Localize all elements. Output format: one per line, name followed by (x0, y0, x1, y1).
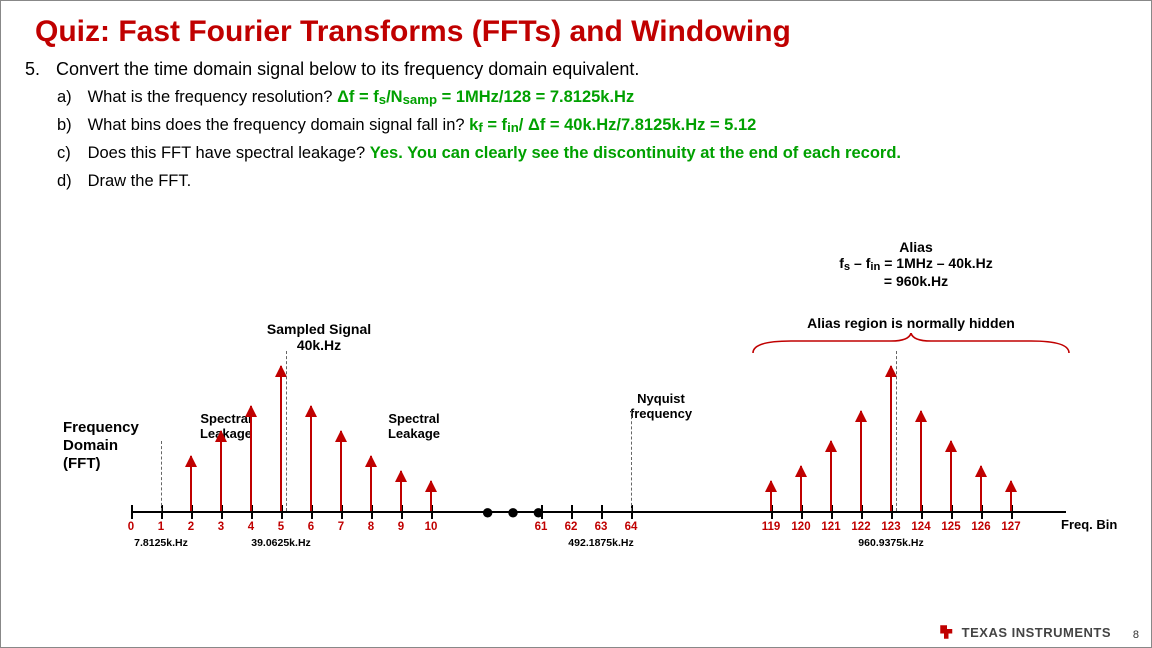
sub-questions: a) What is the frequency resolution? Δf … (1, 80, 1151, 194)
spectrum-arrow (250, 406, 252, 511)
dashed-marker (161, 441, 162, 511)
question-number: 5. (25, 59, 51, 80)
axis-tick (571, 505, 573, 519)
bin-label: 123 (881, 521, 900, 533)
bin-label: 124 (911, 521, 930, 533)
alias-eq2: = 960k.Hz (811, 273, 1021, 289)
axis-tick (131, 505, 133, 519)
bin-label: 1 (158, 521, 164, 533)
freq-bin-label: Freq. Bin (1061, 517, 1117, 532)
bin-label: 61 (535, 521, 548, 533)
spectrum-arrow (340, 431, 342, 511)
bin-label: 119 (762, 521, 781, 533)
bin-label: 8 (368, 521, 374, 533)
alias-region-label: Alias region is normally hidden (751, 315, 1071, 331)
spectrum-arrow (770, 481, 772, 511)
spectrum-arrow (860, 411, 862, 511)
question-line: 5. Convert the time domain signal below … (1, 53, 1151, 80)
sub-a-label: a) (57, 86, 83, 110)
slide-title: Quiz: Fast Fourier Transforms (FFTs) and… (1, 1, 1151, 53)
sub-a-text: What is the frequency resolution? Δf = f… (88, 88, 635, 106)
sub-b: b) What bins does the frequency domain s… (57, 114, 1151, 138)
bin-label: 3 (218, 521, 224, 533)
dashed-marker (631, 411, 632, 511)
fft-spectrum-chart: ● ● ● 017.8125k.Hz234539.0625k.Hz6789106… (131, 351, 1066, 526)
freq-value-label: 492.1875k.Hz (568, 537, 633, 549)
dashed-marker (286, 351, 287, 511)
page-number: 8 (1133, 629, 1139, 641)
ti-logo-icon (938, 623, 956, 641)
sub-d-text: Draw the FFT. (88, 172, 192, 190)
bin-label: 7 (338, 521, 344, 533)
alias-annotation: Alias fs – fin = 1MHz – 40k.Hz = 960k.Hz (811, 239, 1021, 289)
sub-b-label: b) (57, 114, 83, 138)
bin-label: 120 (791, 521, 810, 533)
bin-label: 125 (941, 521, 960, 533)
alias-eq1: fs – fin = 1MHz – 40k.Hz (811, 255, 1021, 273)
spectrum-arrow (1010, 481, 1012, 511)
spectrum-arrow (430, 481, 432, 511)
sub-d: d) Draw the FFT. (57, 170, 1151, 194)
freq-value-label: 960.9375k.Hz (858, 537, 923, 549)
spectrum-arrow (800, 466, 802, 511)
footer: TEXAS INSTRUMENTS (938, 623, 1111, 641)
dashed-marker (896, 351, 897, 511)
spectrum-arrow (190, 456, 192, 511)
sub-d-label: d) (57, 170, 83, 194)
spectrum-arrow (400, 471, 402, 511)
sub-a: a) What is the frequency resolution? Δf … (57, 86, 1151, 110)
spectrum-arrow (370, 456, 372, 511)
question-text: Convert the time domain signal below to … (56, 59, 1116, 80)
footer-company: TEXAS INSTRUMENTS (962, 625, 1111, 640)
spectrum-arrow (280, 366, 282, 511)
bin-label: 64 (625, 521, 638, 533)
bin-label: 63 (595, 521, 608, 533)
spectrum-arrow (890, 366, 892, 511)
bin-label: 62 (565, 521, 578, 533)
bin-label: 126 (971, 521, 990, 533)
freq-value-label: 7.8125k.Hz (134, 537, 188, 549)
bin-label: 9 (398, 521, 404, 533)
bin-label: 121 (821, 521, 840, 533)
bin-label: 4 (248, 521, 254, 533)
spectrum-arrow (920, 411, 922, 511)
spectrum-arrow (220, 431, 222, 511)
bin-label: 122 (851, 521, 870, 533)
freq-value-label: 39.0625k.Hz (251, 537, 311, 549)
slide: Quiz: Fast Fourier Transforms (FFTs) and… (0, 0, 1152, 648)
spectrum-arrow (950, 441, 952, 511)
spectrum-arrow (830, 441, 832, 511)
bin-label: 5 (278, 521, 284, 533)
sampled-signal-label: Sampled Signal 40k.Hz (249, 321, 389, 353)
bin-label: 2 (188, 521, 194, 533)
freq-domain-label: Frequency Domain (FFT) (63, 419, 139, 473)
sub-c-label: c) (57, 142, 83, 166)
sub-c-text: Does this FFT have spectral leakage? Yes… (88, 144, 901, 162)
axis-tick (601, 505, 603, 519)
bin-label: 127 (1001, 521, 1020, 533)
bin-label: 6 (308, 521, 314, 533)
bin-label: 10 (425, 521, 438, 533)
fft-axis-line (131, 511, 1066, 513)
axis-tick (541, 505, 543, 519)
sub-b-text: What bins does the frequency domain sign… (88, 116, 757, 134)
bin-label: 0 (128, 521, 134, 533)
sub-c: c) Does this FFT have spectral leakage? … (57, 142, 1151, 166)
spectrum-arrow (980, 466, 982, 511)
spectrum-arrow (310, 406, 312, 511)
alias-title: Alias (811, 239, 1021, 255)
